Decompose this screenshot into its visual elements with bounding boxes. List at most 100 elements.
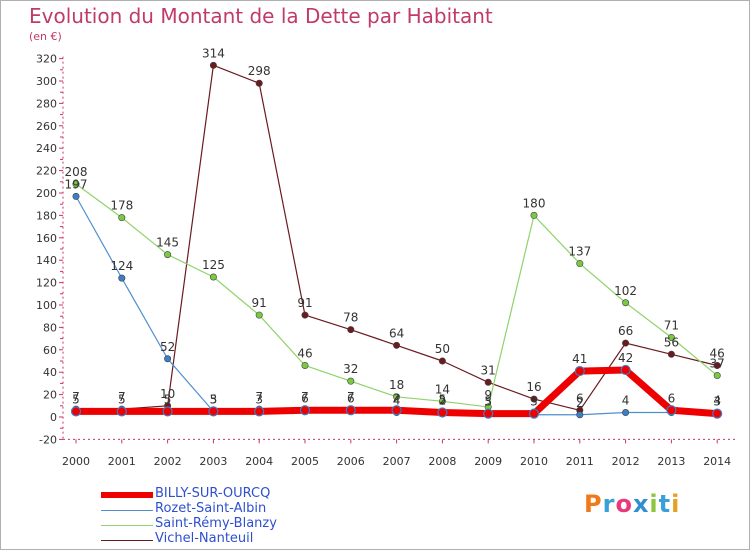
data-label: 137 (568, 245, 591, 259)
data-point (301, 361, 309, 369)
data-label: 4 (713, 394, 721, 408)
data-label: 3 (713, 395, 721, 409)
data-label: 71 (664, 318, 679, 332)
y-tick-label: 220 (36, 165, 57, 178)
data-label: 7 (347, 390, 355, 404)
data-label: 6 (347, 391, 355, 405)
y-tick-label: 0 (50, 411, 57, 424)
y-tick-label: 240 (36, 142, 57, 155)
y-tick-label: 320 (36, 53, 57, 66)
data-label: 46 (710, 346, 725, 360)
proxiti-logo: Proxiti (584, 490, 680, 518)
data-label: 56 (664, 335, 679, 349)
data-label: 42 (618, 351, 633, 365)
data-point (208, 406, 219, 417)
data-label: 7 (255, 390, 263, 404)
data-label: 5 (210, 392, 218, 406)
data-point (347, 377, 355, 385)
y-tick-label: 120 (36, 277, 57, 290)
y-tick-label: 260 (36, 120, 57, 133)
legend-swatch-vichel (101, 539, 153, 541)
logo-letter: t (658, 490, 672, 518)
data-point (72, 180, 80, 188)
x-tick-label: 2012 (612, 455, 640, 468)
data-label: 6 (301, 391, 309, 405)
data-label: 2 (393, 391, 401, 405)
data-point (393, 393, 401, 401)
data-label: 41 (572, 352, 587, 366)
data-label: 37 (710, 357, 725, 371)
data-label: 10 (160, 387, 175, 401)
data-label: 314 (202, 46, 225, 60)
data-label: 16 (526, 380, 541, 394)
y-tick-label: 40 (43, 366, 57, 379)
data-label: 7 (301, 390, 309, 404)
data-label: 124 (110, 259, 133, 273)
legend-swatch-billy (101, 492, 153, 498)
x-tick-label: 2005 (291, 455, 319, 468)
data-point (713, 361, 721, 369)
data-label: 5 (164, 392, 172, 406)
data-label: 91 (252, 296, 267, 310)
data-point (209, 61, 217, 69)
data-label: 5 (118, 392, 126, 406)
data-point (116, 406, 127, 417)
data-point (345, 405, 356, 416)
y-tick-label: 200 (36, 187, 57, 200)
x-tick-label: 2010 (520, 455, 548, 468)
data-label: 50 (435, 342, 450, 356)
data-point (70, 406, 82, 417)
data-point (393, 341, 401, 349)
data-label: 3 (255, 392, 263, 406)
data-point (255, 79, 263, 87)
legend-swatch-saint-remy (101, 524, 153, 526)
legend-label-saint-remy: Saint-Rémy-Blanzy (155, 516, 277, 531)
data-label: 7 (118, 390, 126, 404)
legend-label-vichel: Vichel-Nanteuil (155, 531, 254, 546)
data-point (574, 365, 585, 377)
y-tick-label: 280 (36, 97, 57, 110)
data-label: 2 (576, 396, 584, 410)
data-point (118, 214, 126, 222)
logo-letter: o (615, 490, 633, 518)
data-point (530, 395, 538, 403)
logo-letter: i (649, 490, 659, 518)
data-label: 298 (248, 64, 271, 78)
x-tick-label: 2007 (383, 455, 411, 468)
y-tick-label: 140 (36, 254, 57, 267)
data-label: 66 (618, 324, 633, 338)
data-point (118, 274, 126, 282)
data-label: 5 (439, 392, 447, 406)
x-tick-label: 2006 (337, 455, 365, 468)
data-label: 5 (484, 395, 492, 409)
data-label: 14 (435, 382, 450, 396)
data-label: 3 (210, 392, 218, 406)
x-tick-label: 2011 (566, 455, 594, 468)
data-point (713, 372, 721, 380)
data-label: 9 (484, 388, 492, 402)
x-tick-label: 2002 (154, 455, 182, 468)
data-point (162, 406, 173, 417)
data-point (255, 311, 263, 319)
data-label: 46 (297, 346, 312, 360)
logo-letter: i (671, 490, 681, 518)
x-tick-label: 2009 (474, 455, 502, 468)
data-label: 102 (614, 284, 637, 298)
logo-letter: x (632, 490, 650, 518)
data-label: 78 (343, 311, 358, 325)
data-point (483, 408, 494, 419)
x-tick-label: 2003 (199, 455, 227, 468)
data-label: 2 (439, 394, 447, 408)
x-tick-label: 2014 (703, 455, 731, 468)
data-label: 208 (65, 165, 88, 179)
data-label: 180 (523, 196, 546, 210)
data-point (667, 333, 675, 341)
y-tick-label: 60 (43, 344, 57, 357)
logo-letter: r (602, 490, 616, 518)
chart-title: Evolution du Montant de la Dette par Hab… (29, 4, 493, 28)
data-label: 4 (622, 394, 630, 408)
x-tick-label: 2001 (108, 455, 136, 468)
data-label: 18 (389, 378, 404, 392)
legend-label-billy: BILLY-SUR-OURCQ (155, 486, 271, 501)
